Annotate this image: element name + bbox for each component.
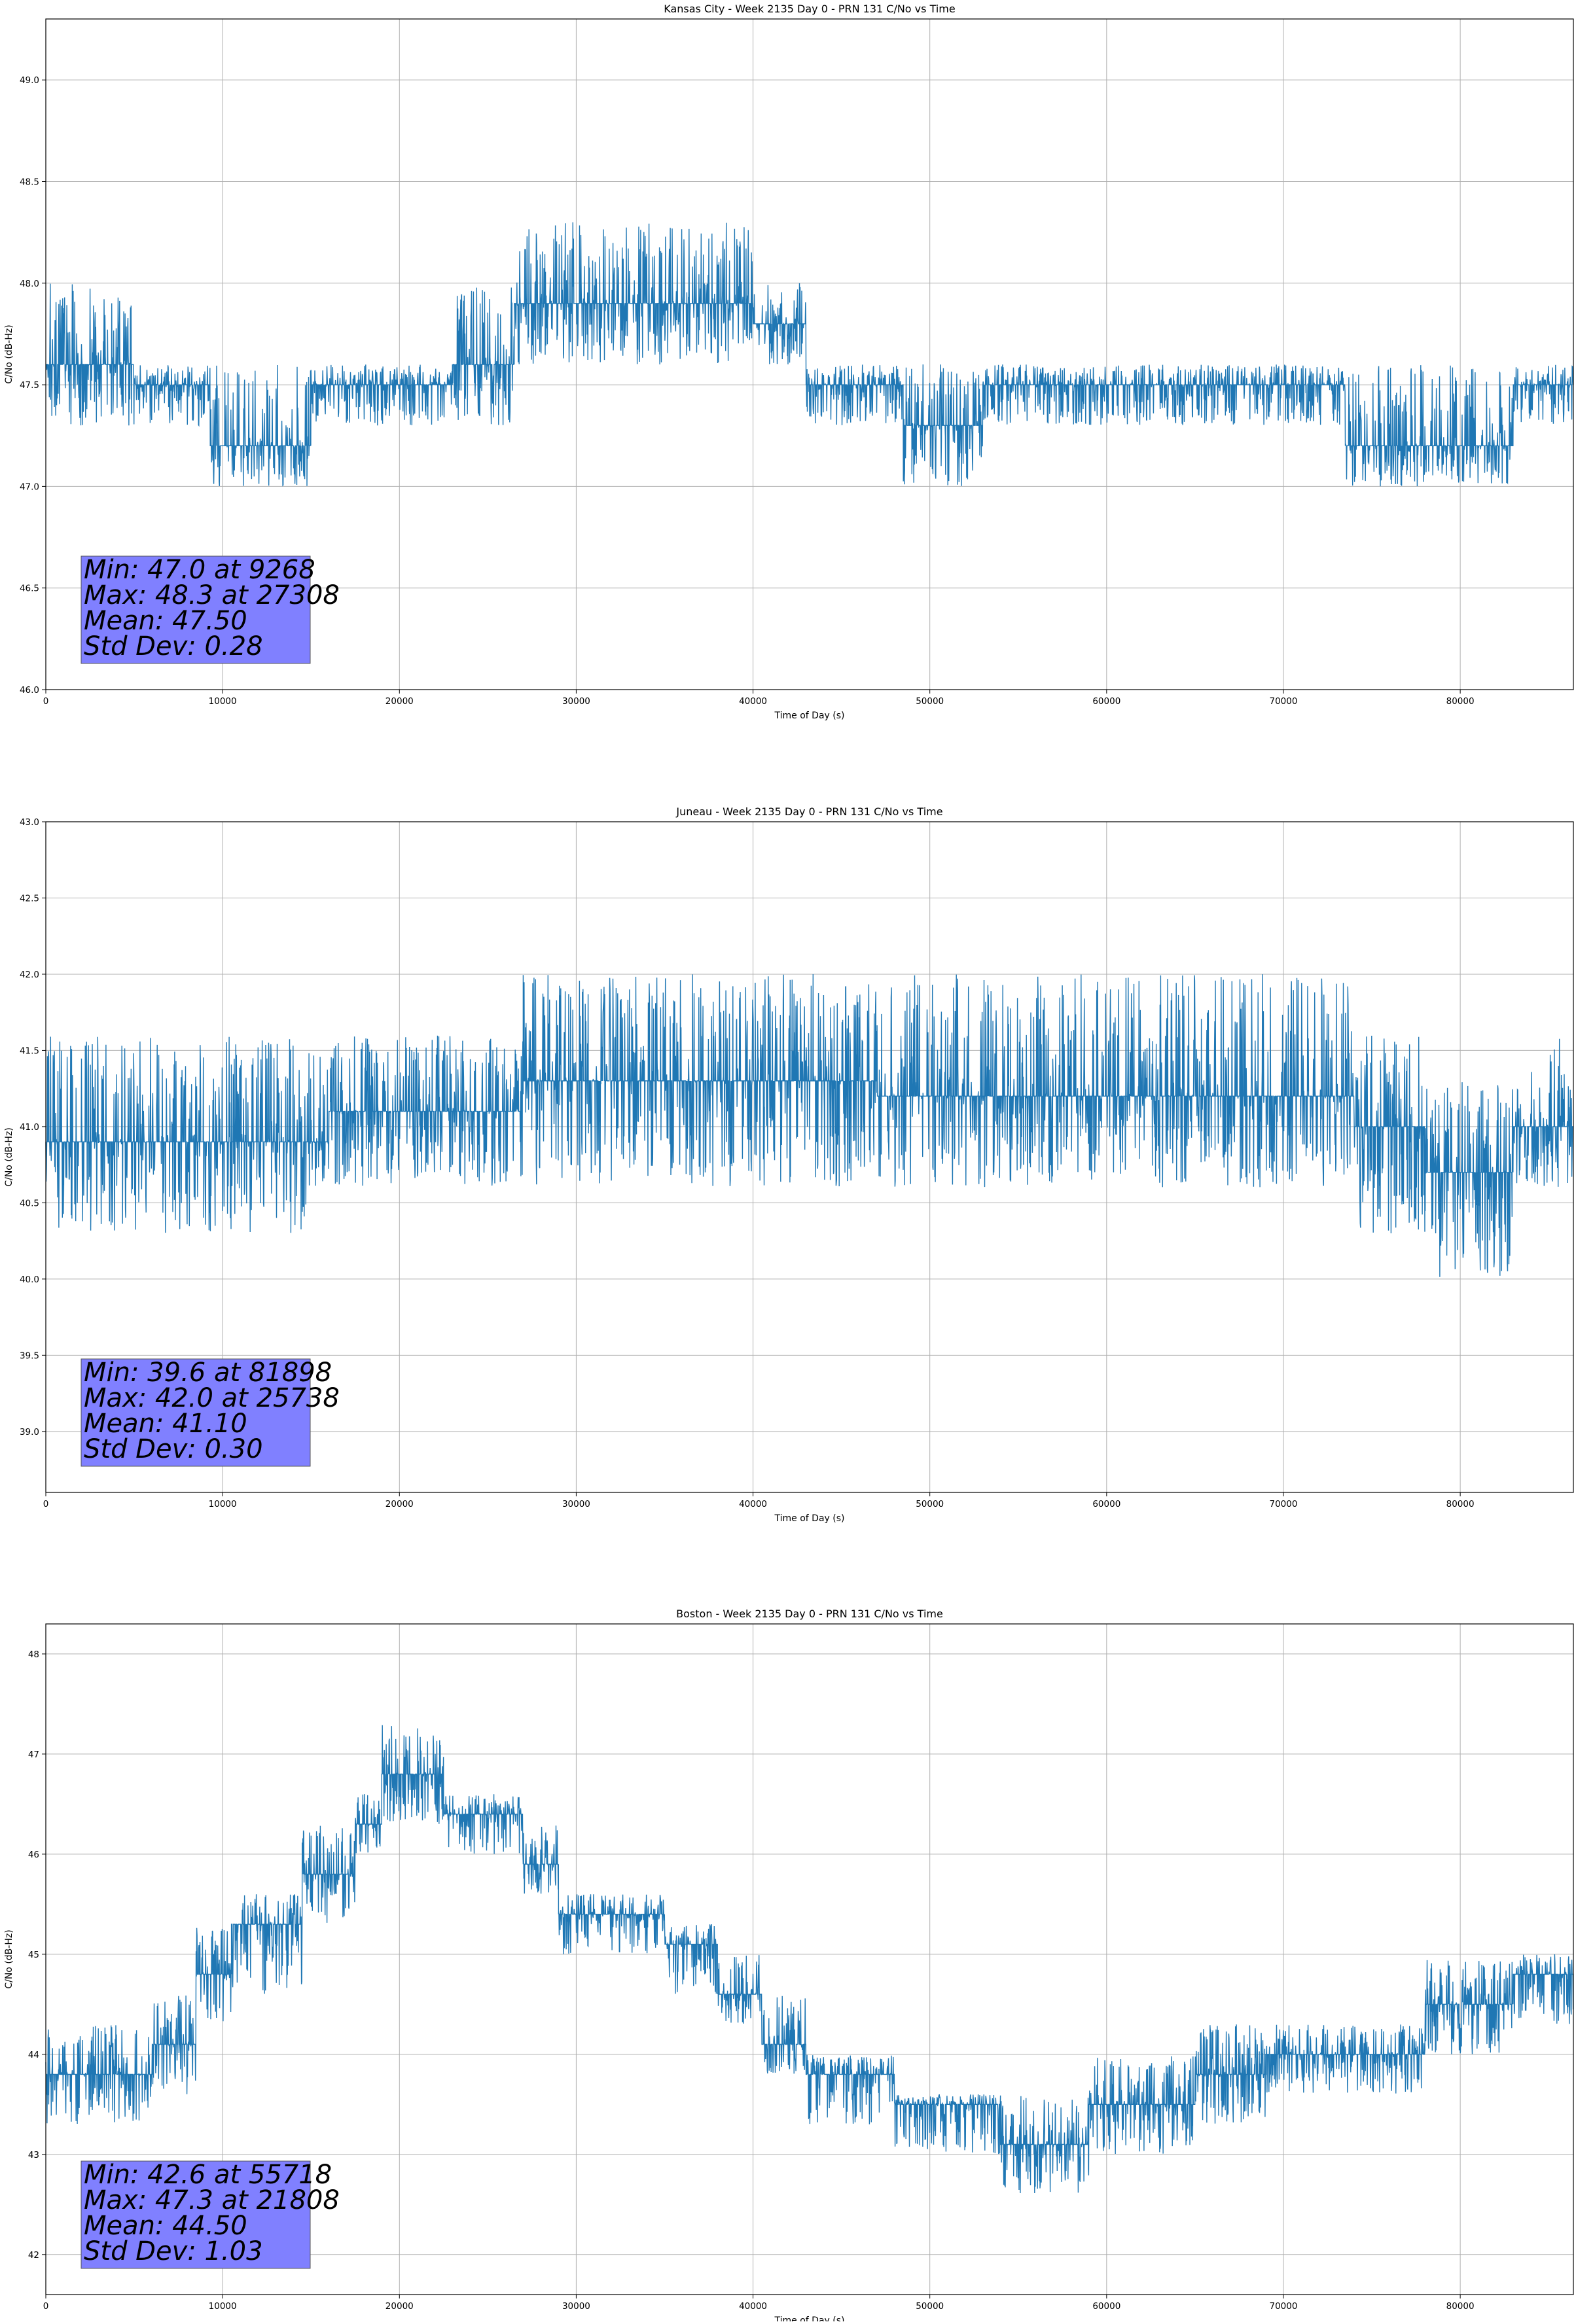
stats-line: Min: 39.6 at 81898 <box>84 1358 332 1388</box>
y-tick-label: 44 <box>28 2050 39 2060</box>
y-tick-label: 46 <box>28 1850 39 1860</box>
x-tick-label: 60000 <box>1092 2301 1120 2312</box>
y-tick-label: 47 <box>28 1750 39 1760</box>
x-tick-label: 80000 <box>1446 696 1475 707</box>
x-tick-label: 20000 <box>385 1499 414 1509</box>
series-line <box>45 1725 1574 2194</box>
plot-frame <box>45 821 1574 1493</box>
y-tick-label: 46.5 <box>20 584 39 594</box>
stats-line: Std Dev: 0.30 <box>84 1434 263 1464</box>
y-tick-label: 39.5 <box>20 1350 39 1361</box>
chart-0: Kansas City - Week 2135 Day 0 - PRN 131 … <box>4 3 1574 721</box>
x-tick-label: 80000 <box>1446 1499 1475 1509</box>
chart-2: Boston - Week 2135 Day 0 - PRN 131 C/No … <box>4 1608 1574 2324</box>
chart-title: Boston - Week 2135 Day 0 - PRN 131 C/No … <box>676 1608 943 1620</box>
x-tick-label: 20000 <box>385 2301 414 2312</box>
stats-line: Min: 47.0 at 9268 <box>84 555 315 585</box>
y-axis-label: C/No (dB-Hz) <box>4 1127 14 1186</box>
y-tick-label: 43 <box>28 2150 39 2160</box>
x-tick-label: 40000 <box>739 696 767 707</box>
x-tick-label: 70000 <box>1269 696 1297 707</box>
chart-1: Juneau - Week 2135 Day 0 - PRN 131 C/No … <box>4 805 1574 1524</box>
x-tick-label: 60000 <box>1092 1499 1120 1509</box>
y-tick-label: 40.0 <box>20 1275 39 1285</box>
stats-line: Mean: 41.10 <box>84 1409 247 1439</box>
x-tick-label: 70000 <box>1269 2301 1297 2312</box>
y-tick-label: 40.5 <box>20 1198 39 1208</box>
x-tick-label: 0 <box>43 696 49 707</box>
x-tick-label: 30000 <box>562 696 590 707</box>
x-tick-label: 0 <box>43 1499 49 1509</box>
stats-line: Max: 42.0 at 25738 <box>84 1383 340 1413</box>
x-axis-label: Time of Day (s) <box>774 1513 845 1524</box>
x-axis-label: Time of Day (s) <box>774 2315 845 2321</box>
y-tick-label: 41.5 <box>20 1046 39 1056</box>
x-axis-label: Time of Day (s) <box>774 711 845 721</box>
x-tick-label: 40000 <box>739 1499 767 1509</box>
series-line <box>45 974 1573 1277</box>
plot-frame <box>45 18 1574 690</box>
x-tick-label: 30000 <box>562 2301 590 2312</box>
y-tick-label: 42.5 <box>20 893 39 904</box>
x-tick-label: 0 <box>43 2301 49 2312</box>
y-tick-label: 48.0 <box>20 279 39 289</box>
stats-box <box>81 1358 311 1467</box>
stats-line: Mean: 47.50 <box>84 606 247 636</box>
x-tick-label: 50000 <box>916 696 944 707</box>
x-tick-label: 20000 <box>385 696 414 707</box>
plot-frame <box>45 1623 1574 2295</box>
chart-title: Kansas City - Week 2135 Day 0 - PRN 131 … <box>664 3 955 15</box>
series-line <box>46 222 1574 487</box>
stats-line: Min: 42.6 at 55718 <box>84 2160 332 2190</box>
stats-line: Mean: 44.50 <box>84 2211 247 2241</box>
y-tick-label: 46.0 <box>20 685 39 695</box>
x-tick-label: 30000 <box>562 1499 590 1509</box>
chart-title: Juneau - Week 2135 Day 0 - PRN 131 C/No … <box>675 805 942 818</box>
y-axis-label: C/No (dB-Hz) <box>4 325 14 383</box>
y-tick-label: 47.5 <box>20 380 39 391</box>
y-axis-label: C/No (dB-Hz) <box>4 1929 14 1988</box>
x-tick-label: 10000 <box>209 2301 237 2312</box>
stats-box <box>81 2160 311 2269</box>
y-tick-label: 42 <box>28 2250 39 2261</box>
y-tick-label: 43.0 <box>20 817 39 828</box>
x-tick-label: 50000 <box>916 2301 944 2312</box>
y-tick-label: 49.0 <box>20 75 39 86</box>
y-tick-label: 42.0 <box>20 970 39 980</box>
y-tick-label: 39.0 <box>20 1427 39 1437</box>
x-tick-label: 60000 <box>1092 696 1120 707</box>
stats-line: Max: 47.3 at 21808 <box>84 2185 340 2215</box>
x-tick-label: 10000 <box>209 696 237 707</box>
y-tick-label: 41.0 <box>20 1122 39 1133</box>
x-tick-label: 70000 <box>1269 1499 1297 1509</box>
y-tick-label: 48.5 <box>20 177 39 187</box>
stats-line: Max: 48.3 at 27308 <box>84 580 340 610</box>
stats-line: Std Dev: 0.28 <box>84 631 263 661</box>
x-tick-label: 50000 <box>916 1499 944 1509</box>
x-tick-label: 80000 <box>1446 2301 1475 2312</box>
stats-line: Std Dev: 1.03 <box>84 2236 263 2266</box>
y-tick-label: 48 <box>28 1649 39 1660</box>
y-tick-label: 47.0 <box>20 482 39 492</box>
x-tick-label: 40000 <box>739 2301 767 2312</box>
x-tick-label: 10000 <box>209 1499 237 1509</box>
y-tick-label: 45 <box>28 1950 39 1960</box>
stats-box <box>81 555 311 664</box>
